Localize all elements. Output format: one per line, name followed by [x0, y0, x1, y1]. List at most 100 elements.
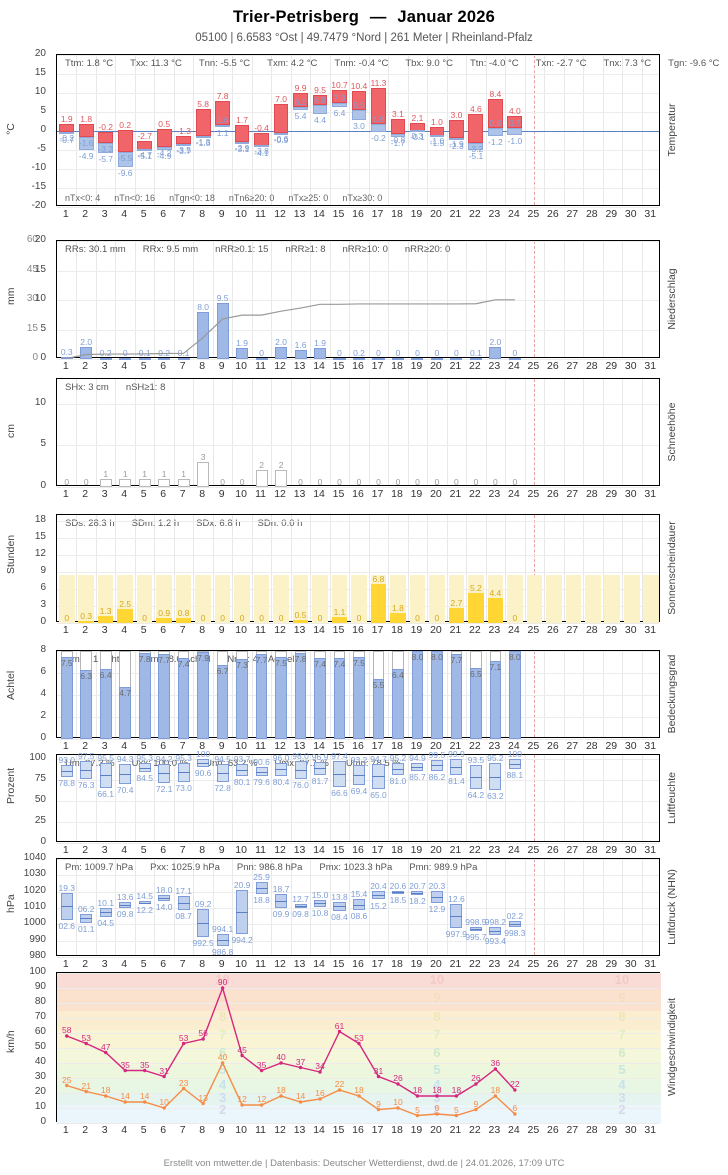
beaufort-watermark: 7 — [218, 1027, 227, 1042]
temp-bar-min — [98, 143, 114, 153]
pressure-label-max: 13.6 — [116, 892, 134, 903]
beaufort-band — [57, 1093, 661, 1105]
y-tick-precip-cumulative: 0 — [32, 352, 38, 363]
pressure-label-min: 08.7 — [175, 911, 192, 922]
temp-bar-max — [156, 129, 172, 147]
gridline-vertical — [427, 755, 429, 841]
pressure-mean-line — [158, 898, 171, 900]
today-marker — [534, 379, 536, 485]
temp-bar-min — [117, 151, 133, 168]
x-tick-label: 21 — [449, 958, 462, 970]
pressure-label-max: 12.6 — [448, 893, 465, 904]
temp-label-max: -0.4 — [254, 122, 269, 133]
gridline-horizontal — [57, 1033, 659, 1034]
x-tick-label: 4 — [121, 360, 128, 372]
x-tick-label: 22 — [469, 360, 481, 372]
x-tick-label: 23 — [488, 488, 501, 500]
snow-label: 0 — [454, 477, 459, 487]
temp-bar-min — [507, 128, 523, 135]
gridline-horizontal — [57, 1048, 659, 1049]
sunshine-label: 0.5 — [294, 610, 307, 621]
temp-label-max: 10.7 — [331, 80, 348, 91]
pressure-label-min: 18.5 — [389, 895, 407, 906]
x-tick-label: 14 — [313, 740, 325, 752]
x-tick-label: 16 — [352, 958, 364, 970]
precip-label: 0 — [454, 347, 459, 358]
x-tick-label: 12 — [274, 208, 286, 220]
pressure-label-max: 20.9 — [233, 880, 251, 891]
gridline-vertical — [76, 55, 78, 205]
x-axis-precipitation: 1 2 3 4 5 6 7 8 9 10 11 12 13 14 15 16 17 18 19 20 21 22 23 24 2… — [56, 360, 660, 374]
y-tick-sunshine: 18 — [34, 513, 46, 525]
temp-label-mean: 0.8 — [489, 117, 502, 128]
wind-gust-label: 31 — [159, 1065, 169, 1076]
temp-label-mean: 6.2 — [294, 97, 307, 108]
today-marker — [534, 859, 536, 955]
stat-item: nTx≥30: 0 — [342, 193, 383, 203]
x-tick-label: 11 — [255, 740, 267, 752]
chart-panel-temperature: Ttm: 1.8 °C Txx: 11.3 °C Tnn: -5.5 °C Txm: … — [56, 54, 719, 208]
snow-label: 0 — [376, 477, 381, 487]
gridline-vertical — [407, 379, 409, 485]
snow-label: 0 — [239, 477, 245, 487]
daylight-band — [429, 574, 445, 623]
x-tick-label: 29 — [605, 958, 618, 970]
x-tick-label: 12 — [274, 624, 286, 636]
x-tick-label: 12 — [274, 488, 286, 500]
x-tick-label: 7 — [179, 208, 186, 220]
temp-bar-max — [487, 99, 503, 128]
axis-label-humidity: Luftfeuchte — [666, 772, 678, 824]
x-tick-label: 26 — [546, 740, 559, 752]
pressure-range-box — [508, 920, 521, 928]
pressure-mean-line — [352, 904, 366, 906]
x-tick-label: 16 — [352, 844, 364, 856]
y-tick-precip-cumulative: 30 — [26, 293, 38, 304]
x-tick-label: 20 — [430, 208, 442, 220]
gridline-vertical — [583, 379, 585, 485]
humidity-label-min: 72.8 — [214, 782, 231, 793]
humidity-label-max: 99.5 — [428, 749, 446, 760]
temp-label-mean: -5.1 — [137, 151, 152, 162]
x-axis-sunshine: 1 2 3 4 5 6 7 8 9 10 11 12 13 14 15 16 17 18 19 20 21 22 23 24 2… — [56, 624, 660, 638]
y-tick-precip-cumulative: 60 — [26, 234, 38, 245]
stat-item: SHx: 3 cm — [65, 382, 109, 393]
pressure-label-min: 995.7 — [465, 932, 487, 943]
precip-label: 0 — [122, 347, 128, 358]
sunshine-label: 0.9 — [158, 607, 171, 618]
x-tick-label: 29 — [605, 1124, 618, 1136]
cloud-label: 6.3 — [80, 670, 93, 681]
temp-label-max: 7.8 — [216, 91, 229, 102]
pressure-mean-line — [80, 918, 93, 920]
x-tick-label: 5 — [140, 958, 147, 970]
stat-item: nRR≥0.1: 15 — [215, 244, 269, 255]
x-tick-label: 14 — [313, 488, 325, 500]
precip-label: 0 — [415, 347, 420, 358]
stat-item: Tnm: -0.4 °C — [334, 58, 389, 69]
pressure-range-box — [99, 907, 112, 917]
sunshine-bar — [468, 593, 484, 623]
x-tick-label: 18 — [391, 360, 403, 372]
chart-panel-humidity: Um: 87.3 %Uxx: 100.0 %Unn: 63.2 %Umx: 97… — [56, 749, 660, 844]
x-tick-label: 8 — [199, 208, 206, 220]
temp-label-min: 0.3 — [411, 130, 424, 141]
x-axis-cloud: 1 2 3 4 5 6 7 8 9 10 11 12 13 14 15 16 17 18 19 20 21 22 23 24 2… — [56, 740, 660, 754]
stat-item: RRx: 9.5 mm — [142, 244, 199, 255]
cloud-bar-fill — [353, 656, 365, 739]
x-tick-label: 20 — [430, 624, 442, 636]
temp-label-max: 0.2 — [119, 120, 132, 131]
x-tick-label: 25 — [527, 488, 540, 500]
humidity-mean-line — [450, 767, 463, 769]
today-marker — [534, 515, 536, 621]
x-tick-label: 4 — [121, 624, 128, 636]
x-tick-label: 29 — [605, 208, 618, 220]
x-tick-label: 22 — [469, 208, 481, 220]
gridline-horizontal — [57, 521, 659, 522]
gridline-vertical — [583, 651, 585, 737]
gridline-horizontal — [57, 973, 659, 974]
temp-bar-max — [371, 88, 386, 124]
y-tick-pressure: 1030 — [23, 868, 46, 880]
stat-item: nRR≥20: 0 — [404, 244, 451, 255]
beaufort-watermark: 7 — [618, 1027, 626, 1042]
x-tick-label: 11 — [255, 488, 267, 500]
beaufort-watermark: 4 — [218, 1076, 227, 1092]
